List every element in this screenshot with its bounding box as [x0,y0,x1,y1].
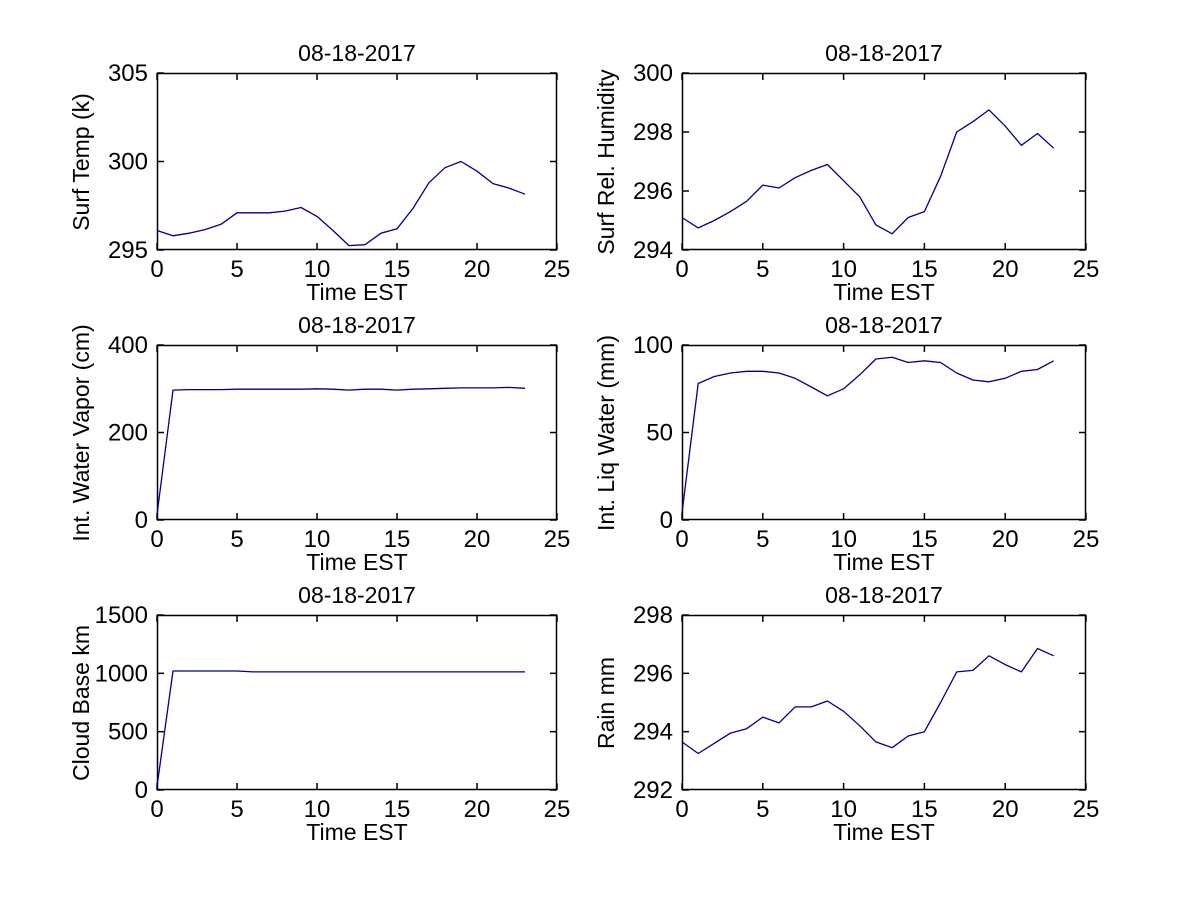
y-axis-label: Int. Liq Water (mm) [593,334,619,531]
plot-area-rain: 0 5 10 15 20 25 292 294 296 298 [633,602,1099,823]
x-tick-label: 25 [1073,796,1100,823]
x-tick-label: 5 [756,256,769,283]
y-tick-label: 1000 [95,660,148,687]
plot-area-cloud-base: 0 5 10 15 20 25 0 500 1000 1500 [95,602,571,823]
subplot-surf-temp: 08-18-2017 Surf Temp (k) 0 5 10 15 20 25 295 30… [68,40,570,305]
x-tick-label: 15 [911,256,938,283]
x-tick-label: 20 [464,526,491,553]
x-tick-label: 25 [1073,526,1100,553]
x-tick-label: 15 [384,796,411,823]
y-axis-label: Surf Temp (k) [68,92,94,231]
plot-area-surf-temp: 0 5 10 15 20 25 295 300 305 [108,60,570,283]
x-tick-label: 10 [830,796,857,823]
chart-title: 08-18-2017 [298,40,416,66]
x-axis-label: Time EST [306,819,408,845]
axes-box [681,72,1087,251]
axes-box [156,344,558,521]
y-tick-label: 300 [633,60,673,87]
y-axis-label: Int. Water Vapor (cm) [68,323,94,542]
x-tick-label: 0 [675,256,688,283]
x-tick-label: 0 [150,796,163,823]
y-tick-label: 1500 [95,602,148,629]
y-tick-label: 400 [108,332,148,359]
chart-title: 08-18-2017 [825,582,943,608]
y-tick-label: 305 [108,60,148,87]
x-tick-label: 25 [544,796,571,823]
y-tick-label: 200 [108,420,148,447]
x-axis-label: Time EST [306,549,408,575]
y-tick-label: 0 [135,507,148,534]
x-tick-label: 10 [830,256,857,283]
data-line [681,647,1054,755]
chart-title: 08-18-2017 [298,312,416,338]
data-line [156,386,526,515]
y-tick-label: 0 [660,507,673,534]
x-tick-label: 15 [384,256,411,283]
y-tick-label: 300 [108,149,148,176]
x-tick-label: 15 [384,526,411,553]
x-axis-label: Time EST [833,819,935,845]
chart-title: 08-18-2017 [825,40,943,66]
x-axis-label: Time EST [833,549,935,575]
x-tick-label: 15 [911,526,938,553]
chart-title: 08-18-2017 [298,582,416,608]
y-tick-label: 296 [633,178,673,205]
x-tick-label: 25 [544,256,571,283]
x-tick-label: 15 [911,796,938,823]
x-tick-label: 5 [756,796,769,823]
x-tick-label: 20 [992,526,1019,553]
axes-box [156,72,558,251]
y-tick-label: 298 [633,602,673,629]
data-line [681,356,1055,514]
x-tick-label: 5 [756,526,769,553]
x-tick-label: 20 [992,256,1019,283]
axes-box [156,614,558,791]
x-tick-label: 10 [304,256,331,283]
plot-area-int-liq-water: 0 5 10 15 20 25 0 50 100 [633,332,1099,553]
y-tick-label: 294 [633,237,673,264]
chart-title: 08-18-2017 [825,312,943,338]
y-tick-label: 500 [108,719,148,746]
x-tick-label: 10 [304,526,331,553]
data-line [156,160,526,247]
y-tick-label: 296 [633,660,673,687]
x-tick-label: 0 [150,256,163,283]
subplot-int-liq-water: 08-18-2017 Int. Liq Water (mm) 0 5 10 15 20 2… [593,312,1099,575]
x-tick-label: 25 [544,526,571,553]
subplot-cloud-base: 08-18-2017 Cloud Base km 0 5 10 15 20 25 0 500 1… [68,582,571,845]
y-tick-label: 292 [633,777,673,804]
y-tick-label: 294 [633,719,673,746]
y-tick-label: 295 [108,237,148,264]
y-axis-label: Surf Rel. Humidity [593,68,619,255]
axes-box [681,614,1087,791]
y-tick-label: 50 [646,420,673,447]
x-tick-label: 5 [230,526,243,553]
subplot-int-water-vapor: 08-18-2017 Int. Water Vapor (cm) 0 5 10 15 2… [68,312,570,575]
x-tick-label: 25 [1073,256,1100,283]
data-line [681,109,1055,235]
y-axis-label: Rain mm [593,656,619,749]
y-axis-label: Cloud Base km [68,624,94,781]
x-tick-label: 20 [464,796,491,823]
plot-area-surf-rel-humidity: 0 5 10 15 20 25 294 296 298 300 [633,60,1099,283]
subplot-surf-rel-humidity: 08-18-2017 Surf Rel. Humidity 0 5 10 15 20 25… [593,40,1099,305]
x-tick-label: 10 [304,796,331,823]
x-axis-label: Time EST [833,279,935,305]
data-line [156,670,525,787]
x-tick-label: 10 [830,526,857,553]
x-tick-label: 0 [675,526,688,553]
y-tick-label: 298 [633,119,673,146]
x-tick-label: 20 [464,256,491,283]
x-tick-label: 5 [230,256,243,283]
x-tick-label: 0 [150,526,163,553]
y-tick-label: 0 [135,777,148,804]
x-tick-label: 0 [675,796,688,823]
y-tick-label: 100 [633,332,673,359]
subplot-rain: 08-18-2017 Rain mm 0 5 10 15 20 25 292 294 296 29… [593,582,1099,845]
x-tick-label: 5 [230,796,243,823]
plot-area-int-water-vapor: 0 5 10 15 20 25 0 200 400 [108,332,570,553]
x-tick-label: 20 [992,796,1019,823]
x-axis-label: Time EST [306,279,408,305]
